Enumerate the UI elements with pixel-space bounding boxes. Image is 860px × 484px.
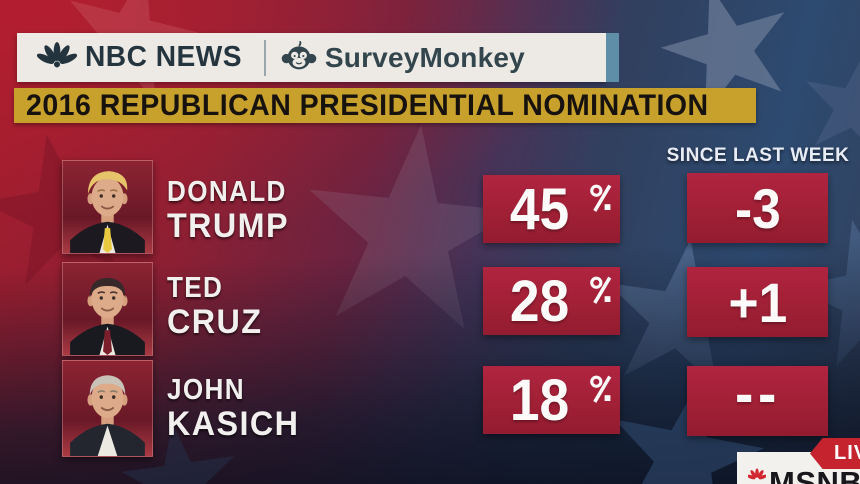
change-box-cruz: +1 [687,267,828,337]
candidate-first-name: DONALD [167,176,287,208]
logo-divider [263,39,266,76]
candidate-name-kasich: JOHN KASICH [167,374,306,442]
candidate-photo-cruz [62,262,153,356]
candidate-photo-trump [62,160,153,254]
percent-icon [590,276,612,304]
surveymonkey-icon [281,40,317,74]
percent-box-cruz: 28 [483,267,620,335]
candidate-last-name: CRUZ [167,303,263,341]
percent-icon [590,375,612,403]
candidate-name-cruz: TED CRUZ [167,272,267,340]
title-banner: 2016 REPUBLICAN PRESIDENTIAL NOMINATION [14,88,756,123]
percent-value: 28 [509,268,570,334]
percent-value: 18 [509,367,570,433]
candidate-first-name: JOHN [167,374,245,406]
percent-value: 45 [509,176,570,242]
header-logo-bar: NBC NEWS SurveyMonkey [17,33,606,82]
change-value: -- [734,360,781,427]
candidate-last-name: KASICH [167,405,300,443]
change-box-kasich: -- [687,360,828,436]
percent-box-kasich: 18 [483,366,620,434]
nbc-peacock-icon [36,41,78,75]
msnbc-peacock-icon [748,468,766,480]
live-badge-label: LIVE [834,442,860,464]
candidate-last-name: TRUMP [167,207,289,245]
nbc-news-logo-text: NBC NEWS [85,41,243,73]
percent-box-trump: 45 [483,175,620,243]
percent-icon [590,184,612,212]
logo-bar-edge [606,33,619,82]
change-box-trump: -3 [687,173,828,243]
candidate-photo-kasich [62,360,153,457]
candidate-first-name: TED [167,272,224,304]
page-title: 2016 REPUBLICAN PRESIDENTIAL NOMINATION [26,88,709,122]
change-value: +1 [728,270,787,334]
surveymonkey-logo-text: SurveyMonkey [324,41,525,73]
change-value: -3 [734,176,781,240]
change-column-header: SINCE LAST WEEK [666,145,850,166]
candidate-name-trump: DONALD TRUMP [167,176,300,244]
